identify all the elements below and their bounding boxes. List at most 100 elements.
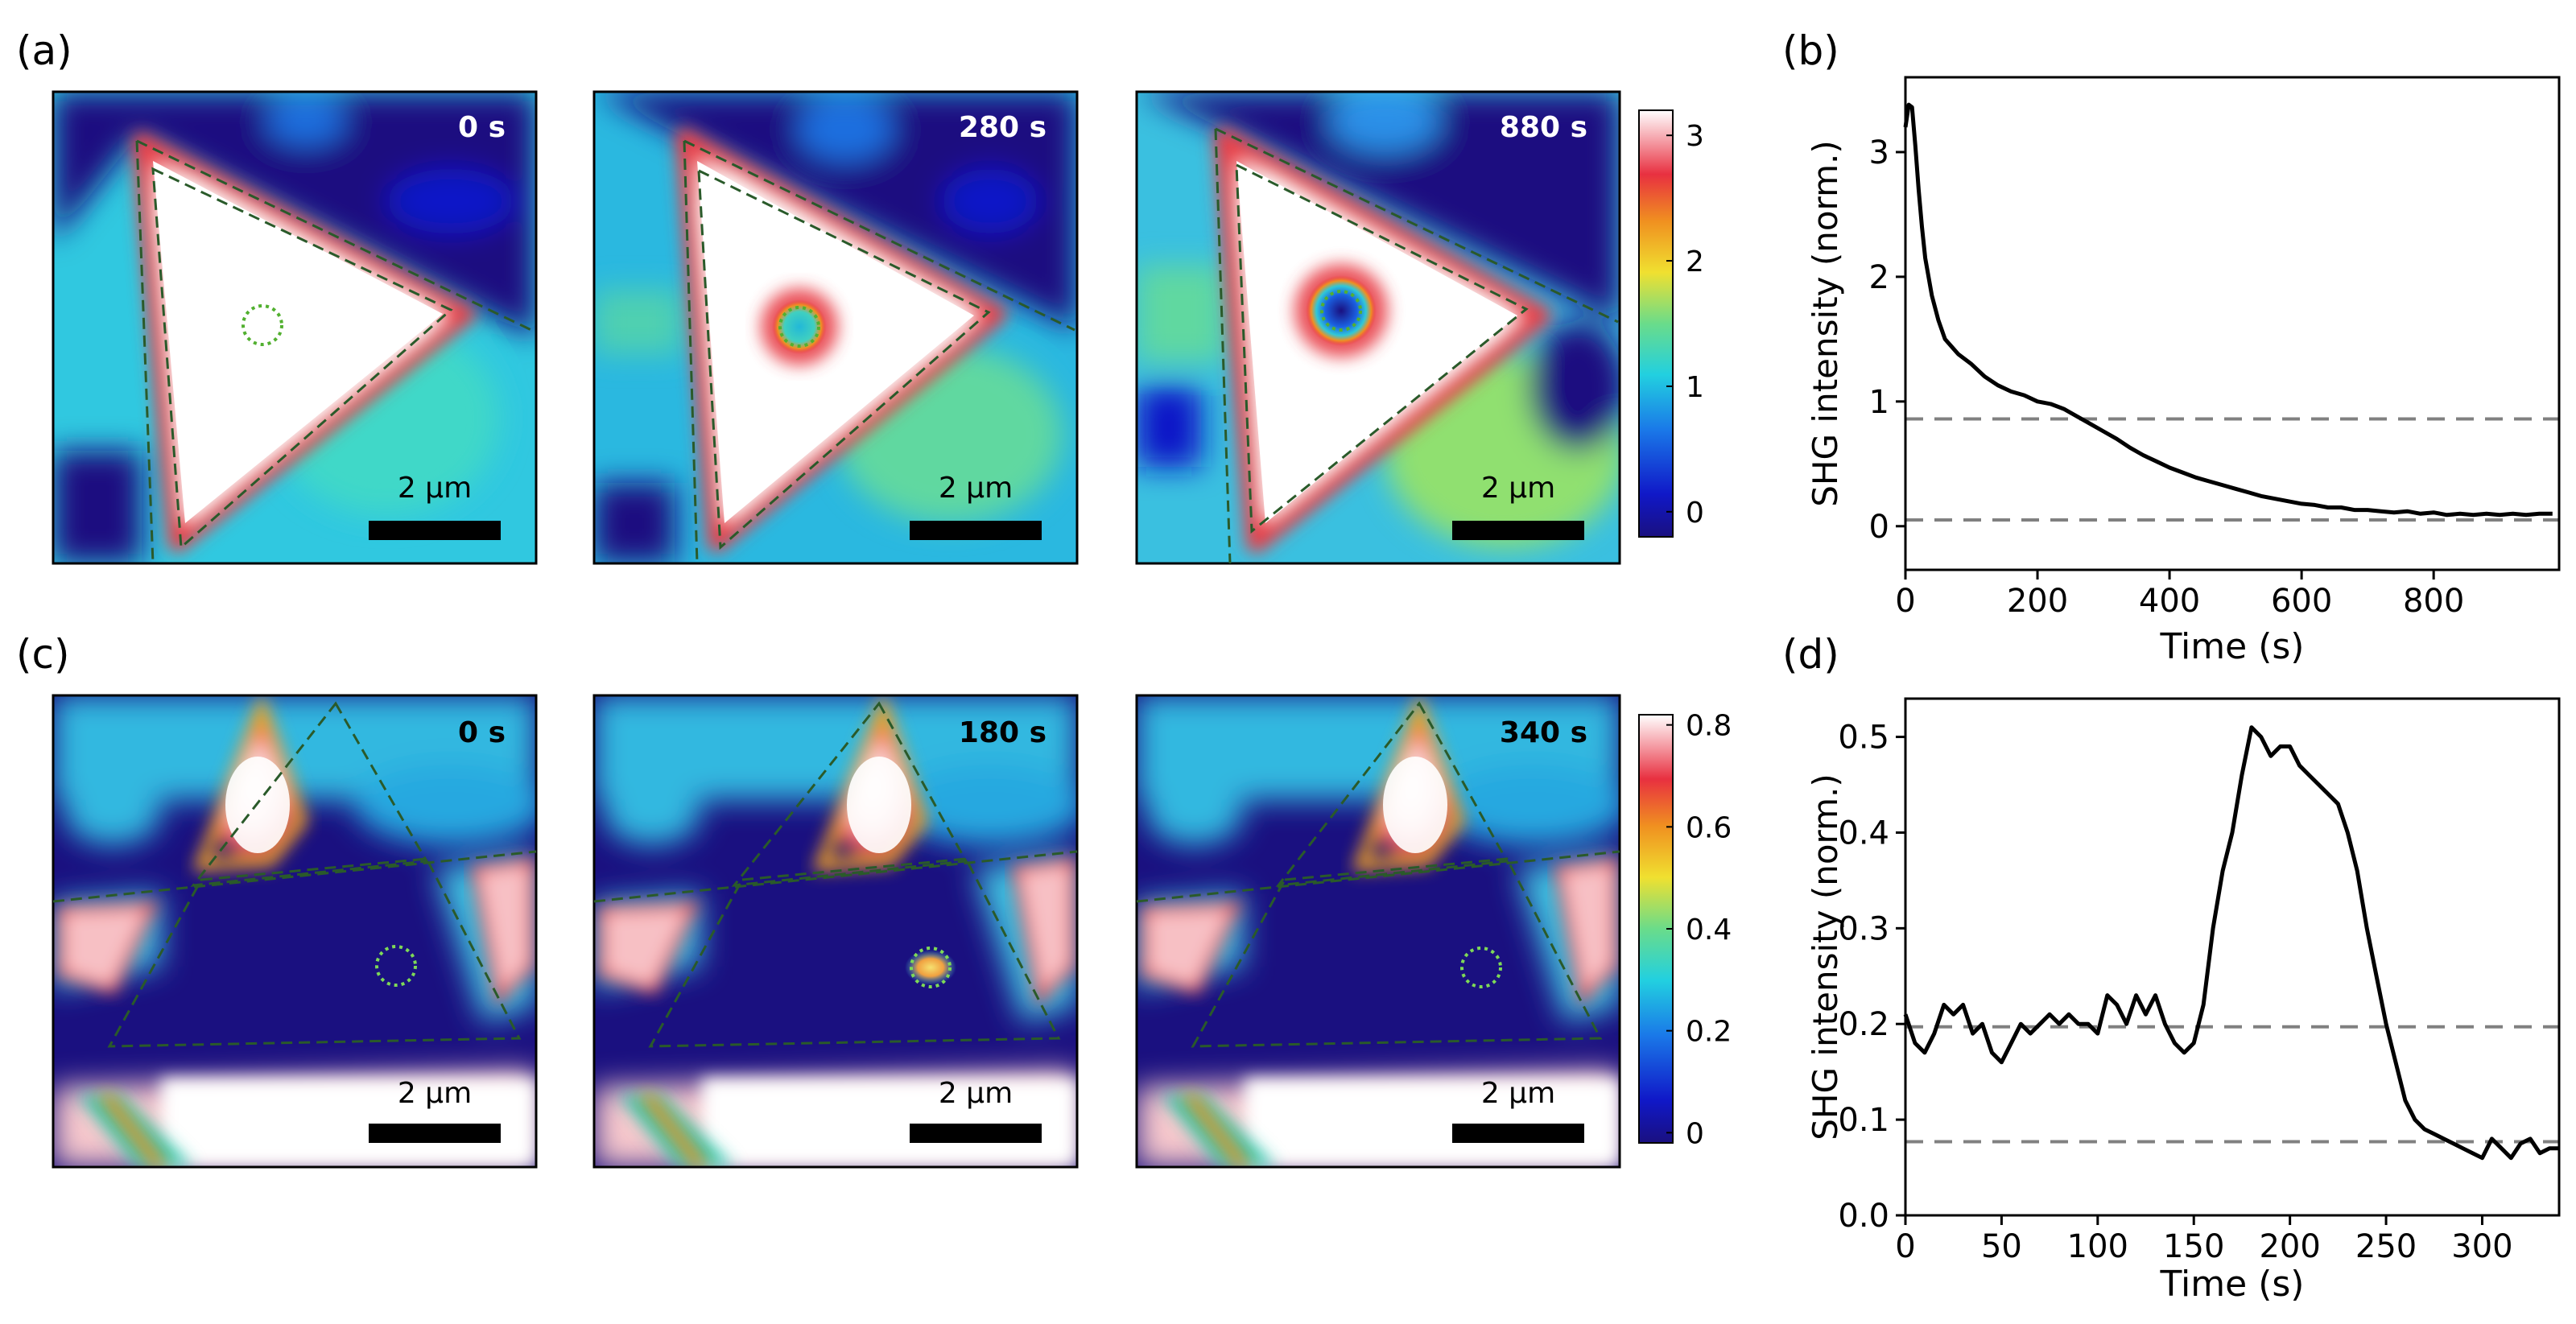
map-frame-c3-border bbox=[1135, 694, 1621, 1169]
chart-b-x-tick-label: 600 bbox=[2271, 583, 2332, 620]
chart-d-plot-frame bbox=[1904, 697, 2561, 1217]
irradiation-spot bbox=[910, 947, 952, 988]
colorbar-a-tick-label: 2 bbox=[1686, 245, 1704, 278]
time-label: 0 s bbox=[458, 716, 506, 749]
flake-outline bbox=[151, 167, 453, 551]
chart-d-y-axis: 0.0 0.1 0.2 0.3 0.4 0.5 bbox=[1838, 720, 1905, 1235]
chart-b-x-tick-label: 200 bbox=[2007, 583, 2068, 620]
chart-d: 0 50 100 150 200 250 300 0.0 0.1 0.2 0.3 0.4 0.5 Ti… bbox=[1806, 697, 2561, 1305]
chart-b-y-tick-label: 0 bbox=[1869, 509, 1889, 546]
chart-d-x-tick-label: 100 bbox=[2067, 1228, 2128, 1265]
map-frame-a2-border bbox=[592, 90, 1079, 565]
chart-d-series-line bbox=[1903, 725, 2559, 1161]
time-label: 0 s bbox=[458, 111, 506, 144]
irradiation-spot bbox=[1320, 290, 1362, 332]
map-frame-a1-border bbox=[52, 90, 538, 565]
irradiation-spot bbox=[778, 306, 820, 348]
chart-b: 0 200 400 600 800 0 1 2 3 Time (s) SHG intensit… bbox=[1806, 76, 2561, 667]
chart-b-y-axis: 0 1 2 3 bbox=[1869, 134, 1905, 546]
chart-d-y-tick-label: 0.4 bbox=[1838, 815, 1889, 852]
chart-b-y-tick-label: 2 bbox=[1869, 259, 1889, 296]
chart-d-ylabel: SHG intensity (norm.) bbox=[1806, 773, 1845, 1140]
flake-outline bbox=[136, 139, 532, 332]
scale-bar bbox=[910, 521, 1042, 540]
chart-d-xlabel: Time (s) bbox=[2160, 1264, 2305, 1305]
map-frame-a1 bbox=[53, 92, 536, 563]
scale-bar-label: 2 µm bbox=[939, 472, 1013, 505]
flake-outline bbox=[107, 857, 522, 1048]
colorbar-c-tick-label: 0.8 bbox=[1686, 710, 1732, 743]
flake-outline bbox=[593, 850, 1078, 903]
flake-outline bbox=[1275, 701, 1509, 887]
colorbar-c-tick-label: 0 bbox=[1686, 1117, 1704, 1150]
chart-d-x-tick-label: 150 bbox=[2163, 1228, 2224, 1265]
flake-outline bbox=[52, 850, 537, 903]
panel-label-c: (c) bbox=[16, 631, 70, 678]
colorbar-a-tick-label: 3 bbox=[1686, 120, 1704, 153]
flake-outline bbox=[697, 168, 991, 551]
map-frame-c1-border bbox=[52, 694, 538, 1169]
chart-b-y-tick-label: 1 bbox=[1869, 384, 1889, 421]
map-frame-c3 bbox=[1137, 695, 1620, 1167]
map-frame-c2-border bbox=[592, 694, 1079, 1169]
chart-d-x-tick-label: 50 bbox=[1981, 1228, 2022, 1265]
map-frame-a3 bbox=[1137, 92, 1620, 563]
chart-d-y-tick-label: 0.0 bbox=[1838, 1198, 1889, 1235]
chart-d-x-tick-label: 0 bbox=[1895, 1228, 1915, 1265]
flake-outline bbox=[648, 857, 1061, 1048]
colorbar-c-tick-label: 0.2 bbox=[1686, 1016, 1732, 1049]
time-label: 180 s bbox=[959, 716, 1046, 749]
chart-b-x-tick-label: 0 bbox=[1895, 583, 1915, 620]
chart-b-y-tick-label: 3 bbox=[1869, 134, 1889, 171]
colorbar-a-tick-label: 1 bbox=[1686, 371, 1704, 404]
scale-bar-label: 2 µm bbox=[398, 472, 472, 505]
chart-d-x-axis: 0 50 100 150 200 250 300 bbox=[1895, 1215, 2513, 1265]
scale-bar-label: 2 µm bbox=[939, 1077, 1013, 1110]
flake-outline bbox=[1215, 127, 1619, 324]
panel-label-a: (a) bbox=[16, 27, 72, 74]
irradiation-spot bbox=[375, 945, 417, 987]
colorbar-a-ticks: 0 1 2 3 bbox=[1666, 120, 1704, 530]
panel-label-b: (b) bbox=[1782, 27, 1839, 74]
flake-outline bbox=[190, 701, 429, 887]
colorbar-a-tick-label: 0 bbox=[1686, 497, 1704, 530]
chart-b-xlabel: Time (s) bbox=[2160, 626, 2305, 667]
chart-d-x-tick-label: 250 bbox=[2355, 1228, 2417, 1265]
map-frame-c1 bbox=[53, 695, 536, 1167]
chart-d-y-tick-label: 0.5 bbox=[1838, 720, 1889, 757]
chart-b-series-line bbox=[1903, 102, 2553, 518]
flake-outline bbox=[683, 139, 1075, 332]
chart-d-y-tick-label: 0.2 bbox=[1838, 1006, 1889, 1043]
scale-bar-label: 2 µm bbox=[1481, 472, 1555, 505]
chart-b-plot-frame bbox=[1904, 76, 2561, 571]
colorbar-c-tick-label: 0.4 bbox=[1686, 914, 1732, 947]
scale-bar-label: 2 µm bbox=[1481, 1077, 1555, 1110]
flake-outline bbox=[731, 701, 968, 887]
panel-label-d: (d) bbox=[1782, 631, 1839, 678]
chart-d-reference-lines bbox=[1905, 1025, 2559, 1144]
chart-d-y-tick-label: 0.3 bbox=[1838, 910, 1889, 947]
chart-d-y-tick-label: 0.1 bbox=[1838, 1102, 1889, 1139]
colorbar-c-ticks: 0 0.2 0.4 0.6 0.8 bbox=[1666, 710, 1732, 1150]
colorbar-c-tick-label: 0.6 bbox=[1686, 811, 1732, 844]
chart-d-x-tick-label: 300 bbox=[2451, 1228, 2512, 1265]
irradiation-spot bbox=[1460, 947, 1502, 988]
time-label: 880 s bbox=[1500, 111, 1587, 144]
flake-outline bbox=[1235, 163, 1529, 534]
chart-b-reference-lines bbox=[1905, 417, 2559, 522]
flake-outline bbox=[1191, 857, 1603, 1048]
time-label: 340 s bbox=[1500, 716, 1587, 749]
scale-bar bbox=[369, 521, 501, 540]
flake-outline bbox=[1136, 850, 1620, 903]
scale-bar bbox=[910, 1124, 1042, 1143]
chart-d-x-tick-label: 200 bbox=[2259, 1228, 2320, 1265]
flake-outline bbox=[1214, 128, 1232, 564]
scale-bar bbox=[1452, 1124, 1584, 1143]
map-frame-a3-border bbox=[1135, 90, 1621, 565]
scale-bar bbox=[1452, 521, 1584, 540]
scale-bar bbox=[369, 1124, 501, 1143]
irradiation-spot bbox=[242, 304, 283, 346]
colorbar-a bbox=[1638, 109, 1674, 538]
map-frame-a2 bbox=[594, 92, 1077, 563]
